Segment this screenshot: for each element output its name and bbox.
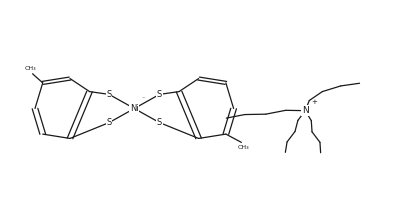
Text: N: N: [302, 106, 309, 115]
Text: CH₃: CH₃: [25, 66, 36, 71]
Text: +: +: [311, 99, 317, 105]
Text: Ni: Ni: [130, 104, 139, 113]
Text: S: S: [107, 118, 112, 127]
Text: S: S: [157, 90, 162, 99]
Text: CH₃: CH₃: [238, 145, 249, 150]
Text: S: S: [107, 90, 112, 99]
Text: S: S: [157, 118, 162, 127]
Text: ⁻: ⁻: [142, 98, 145, 103]
